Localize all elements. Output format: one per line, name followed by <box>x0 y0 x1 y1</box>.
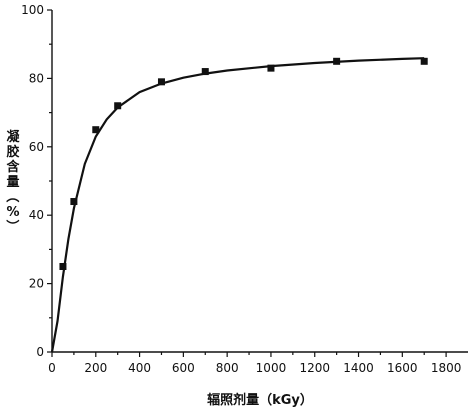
data-point <box>92 126 100 134</box>
x-tick-label: 1400 <box>343 361 374 375</box>
y-tick-label: 100 <box>21 3 44 17</box>
data-point <box>114 102 122 110</box>
data-point <box>70 198 78 206</box>
x-tick-label: 600 <box>172 361 195 375</box>
y-axis-title-char: 含 <box>5 159 20 175</box>
x-ticks: 0 200 400 600 800 1000 1200 1400 1600 1800 <box>48 352 461 375</box>
y-tick-label: 80 <box>29 71 44 85</box>
x-axis-title: 辐照剂量（kGy） <box>207 392 313 408</box>
fit-curve <box>50 57 425 353</box>
data-markers <box>59 57 428 270</box>
x-tick-label: 0 <box>48 361 56 375</box>
y-tick-label: 40 <box>29 208 44 222</box>
data-point <box>201 68 209 76</box>
x-tick-label: 1000 <box>256 361 287 375</box>
y-axis-title-char: 胶 <box>6 144 19 160</box>
data-point <box>333 57 341 65</box>
x-tick-label: 1600 <box>387 361 418 375</box>
y-axis-title-char: （ <box>4 189 20 202</box>
data-point <box>157 78 165 86</box>
x-tick-label: 1200 <box>299 361 330 375</box>
data-point <box>59 263 67 270</box>
y-axis-title-char: 量 <box>6 175 19 190</box>
x-tick-label: 200 <box>84 361 107 375</box>
y-tick-label: 20 <box>29 277 44 291</box>
x-tick-label: 400 <box>128 361 151 375</box>
y-axis-title-char: ） <box>4 219 20 232</box>
axes <box>51 10 468 353</box>
y-axis-title-char: % <box>6 205 19 220</box>
x-tick-label: 1800 <box>431 361 462 375</box>
data-point <box>267 64 275 72</box>
data-point <box>420 57 428 65</box>
y-axis-title-char: 凝 <box>6 129 20 145</box>
y-tick-label: 0 <box>36 345 44 359</box>
x-tick-label: 800 <box>216 361 239 375</box>
y-tick-label: 60 <box>29 140 44 154</box>
y-ticks: 0 20 40 60 80 100 <box>21 3 52 359</box>
